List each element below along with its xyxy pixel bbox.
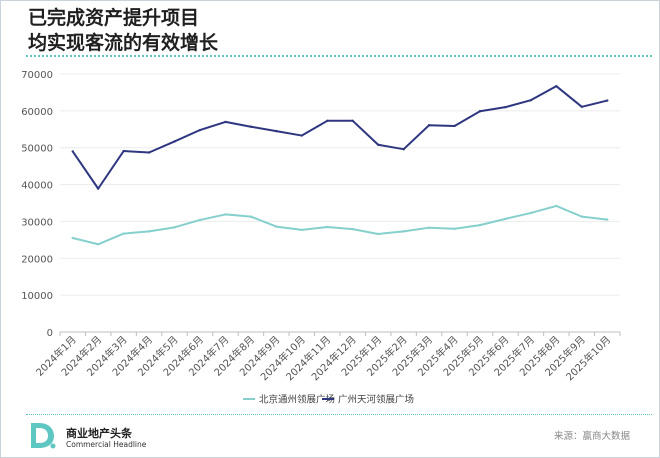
logo-name: 商业地产头条: [66, 427, 132, 440]
data-point: [71, 150, 74, 153]
data-point: [122, 232, 125, 235]
data-point: [402, 230, 405, 233]
y-tick-label: 60000: [21, 107, 53, 118]
data-point: [427, 226, 431, 229]
data-point: [198, 218, 202, 222]
y-axis: 0 10000 20000 30000 40000 50000 60000 70000: [21, 70, 53, 339]
data-point: [504, 217, 507, 221]
y-tick-label: 50000: [21, 144, 53, 155]
title-line-1: 已完成资产提升项目: [28, 7, 200, 29]
data-point: [224, 120, 227, 124]
y-tick-label: 40000: [21, 181, 53, 192]
data-point: [224, 213, 227, 216]
y-tick-label: 10000: [21, 291, 53, 302]
data-point: [300, 228, 304, 232]
data-point: [427, 124, 431, 127]
data-source: 来源：赢商大数据: [553, 431, 630, 442]
data-point: [453, 227, 456, 230]
title-line-2: 均实现客流的有效增长: [28, 32, 219, 54]
data-point: [478, 223, 482, 227]
data-point: [529, 98, 533, 102]
legend-label-2: 广州天河领展广场: [338, 394, 414, 406]
data-point: [376, 232, 380, 236]
data-point: [555, 204, 558, 208]
data-point: [376, 143, 380, 146]
data-point: [504, 105, 507, 109]
data-point: [402, 147, 405, 151]
logo-d-icon: [31, 423, 56, 449]
data-point: [275, 129, 278, 133]
data-point: [478, 110, 482, 113]
series-lines: [71, 84, 609, 246]
x-axis: 2024年1月2024年2月2024年3月2024年4月2024年5月2024年…: [33, 332, 621, 383]
line-chart: 0 10000 20000 30000 40000 50000 60000 70000 202…: [21, 70, 621, 406]
y-tick-label: 20000: [21, 254, 53, 265]
footer-divider: [26, 414, 652, 415]
series-line-2: [71, 85, 608, 190]
data-point: [351, 119, 354, 123]
y-tick-label: 70000: [21, 70, 53, 81]
data-point: [249, 125, 253, 128]
data-point: [606, 218, 609, 221]
data-point: [326, 119, 329, 123]
data-point: [606, 99, 609, 102]
data-point: [275, 225, 278, 228]
data-point: [96, 243, 100, 246]
y-tick-label: 0: [47, 328, 53, 339]
title-divider: [26, 55, 652, 57]
data-point: [147, 151, 151, 154]
data-point: [351, 227, 354, 231]
data-point: [173, 226, 176, 229]
data-point: [198, 128, 202, 132]
data-point: [71, 236, 74, 240]
data-point: [96, 187, 100, 190]
logo-name-en: Commercial Headline: [66, 440, 147, 449]
y-tick-label: 30000: [21, 217, 53, 228]
legend-label-1: 北京通州领展广场: [259, 394, 335, 406]
data-point: [122, 149, 125, 153]
data-point: [529, 211, 533, 215]
data-point: [580, 215, 584, 218]
legend: 北京通州领展广场 广州天河领展广场: [243, 394, 414, 406]
data-point: [249, 215, 253, 218]
data-point: [555, 84, 558, 88]
data-point: [326, 225, 329, 229]
grid-lines: [60, 73, 620, 333]
data-point: [453, 124, 456, 128]
data-point: [147, 230, 151, 233]
series-line-1: [72, 204, 608, 246]
data-point: [173, 140, 176, 143]
data-point: [580, 105, 584, 109]
data-point: [300, 134, 304, 137]
chart-title: 已完成资产提升项目 均实现客流的有效增长: [28, 6, 218, 56]
